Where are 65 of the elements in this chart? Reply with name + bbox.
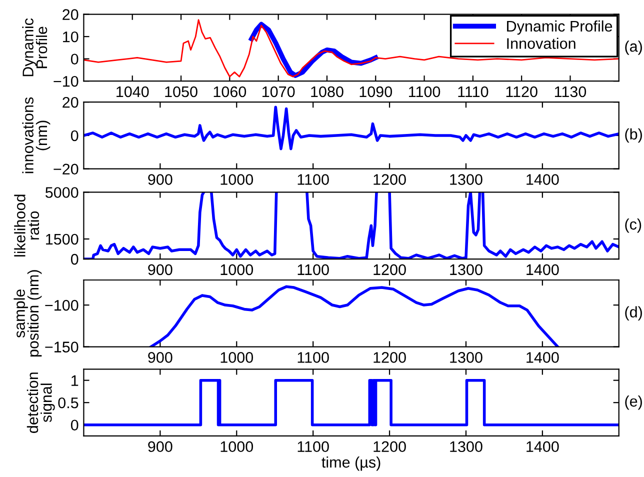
y-tick-label: −100 (45, 300, 78, 311)
x-tick-label: 1100 (409, 86, 440, 98)
x-tick-label: 900 (148, 264, 172, 276)
y-tick-label: 5000 (45, 187, 78, 198)
x-tick-label: 1200 (374, 352, 406, 363)
x-tick-label: 1090 (360, 86, 392, 98)
x-tick-label: 1200 (374, 174, 406, 185)
text: (e) (625, 395, 642, 410)
text: (d) (625, 306, 642, 321)
x-tick-label: 900 (148, 441, 172, 452)
y-tick-label: 20 (62, 9, 78, 20)
x-tick-label: 1300 (450, 441, 482, 452)
line-series (84, 106, 619, 150)
x-tick-label: 1200 (374, 441, 406, 452)
text: (a) (625, 40, 642, 55)
x-tick-label: 1000 (220, 264, 254, 276)
x-tick-label: 1000 (220, 174, 254, 185)
x-tick-label: 1070 (262, 86, 295, 98)
y-tick-label: −10 (54, 76, 78, 87)
x-tick-label: 1100 (298, 441, 329, 452)
line-series (150, 285, 560, 347)
text: (b) (625, 128, 642, 143)
x-tick-label: 1200 (374, 264, 406, 276)
y-tick-label: −20 (54, 164, 78, 175)
y-axis-title: detection signal (26, 372, 55, 433)
x-tick-label: 1400 (526, 441, 559, 452)
x-tick-label: 1040 (116, 86, 149, 98)
legend-label: Innovation (507, 38, 576, 49)
y-tick-label: 0.5 (58, 397, 78, 408)
legend-label: Dynamic Profile (507, 20, 612, 35)
y-tick-label: 1 (72, 375, 78, 386)
y-tick-label: 0 (70, 130, 78, 142)
y-tick-label: 20 (62, 96, 78, 108)
x-tick-label: 1130 (554, 86, 586, 98)
y-tick-label: 0 (70, 254, 78, 265)
x-tick-label: 1100 (298, 264, 329, 276)
text: (c) (625, 218, 642, 233)
x-tick-label: 1060 (214, 86, 246, 98)
x-tick-label: 1050 (165, 86, 198, 98)
x-tick-label: 1400 (526, 264, 559, 276)
x-tick-label: 1300 (450, 174, 482, 185)
x-tick-label: 1300 (450, 264, 482, 276)
x-tick-label: 1100 (298, 174, 329, 185)
y-axis-title: innovations (nm) (22, 97, 50, 174)
x-tick-label: 1080 (311, 86, 344, 98)
x-axis-title: time (µs) (322, 456, 380, 471)
y-tick-label: −150 (45, 342, 78, 352)
x-tick-label: 1400 (526, 352, 559, 363)
y-axis-title: likelihood ratio (14, 194, 40, 256)
line-series (84, 19, 619, 78)
y-axis-title: Dynamic Profile (22, 18, 48, 76)
x-tick-label: 1400 (526, 174, 559, 185)
y-tick-label: 0 (70, 420, 78, 431)
x-tick-label: 900 (148, 174, 172, 185)
x-tick-label: 1100 (298, 352, 329, 363)
y-axis-title: sample position (nm) (14, 270, 42, 357)
x-tick-label: 1110 (458, 86, 488, 98)
x-tick-label: 1300 (450, 352, 482, 363)
x-tick-label: 1120 (506, 86, 538, 98)
x-tick-label: 900 (148, 352, 172, 363)
y-tick-label: 1500 (46, 234, 78, 245)
x-tick-label: 1000 (220, 352, 254, 363)
y-tick-label: 0 (70, 54, 78, 65)
y-tick-label: 10 (63, 31, 78, 42)
x-tick-label: 1000 (220, 441, 254, 452)
